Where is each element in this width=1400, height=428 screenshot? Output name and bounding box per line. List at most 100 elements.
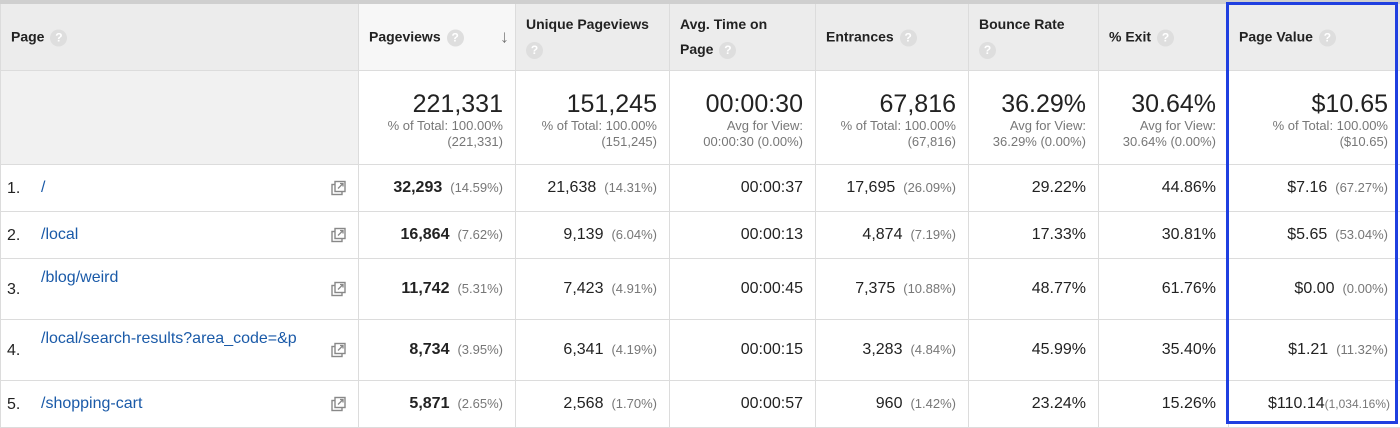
unique-pageviews-percent: (14.31%) <box>604 180 657 195</box>
exit-cell: 44.86% <box>1099 164 1229 211</box>
avg-time-cell: 00:00:37 <box>670 164 816 211</box>
unique-pageviews-value: 21,638 <box>547 179 596 196</box>
total-bounce-rate: 36.29% Avg for View: 36.29% (0.00%) <box>969 70 1099 164</box>
column-label-unique-pageviews: Unique Pageviews <box>526 16 649 32</box>
page-value-percent: (1,034.16%) <box>1325 397 1390 411</box>
pageviews-cell: 16,864(7.62%) <box>359 211 516 258</box>
entrances-percent: (1.42%) <box>910 396 956 411</box>
total-share-detail: 36.29% (0.00%) <box>969 134 1086 150</box>
pageviews-percent: (5.31%) <box>457 281 503 296</box>
page-value-value: $0.00 <box>1294 280 1334 297</box>
pageviews-value: 11,742 <box>401 280 449 297</box>
row-index: 1. <box>7 179 20 197</box>
help-icon[interactable]: ? <box>526 42 543 59</box>
avg-time-cell: 00:00:45 <box>670 258 816 319</box>
total-share-detail: (151,245) <box>516 134 657 150</box>
avg-time-cell: 00:00:13 <box>670 211 816 258</box>
open-in-new-window-icon[interactable] <box>331 227 346 242</box>
table-row: 4. /local/search-results?area_code=&p 8,… <box>1 319 1400 380</box>
page-value-cell: $110.14(1,034.16%) <box>1229 380 1400 427</box>
page-cell: 2. /local <box>1 211 359 258</box>
pageviews-percent: (14.59%) <box>450 180 503 195</box>
column-header-bounce-rate[interactable]: Bounce Rate? <box>969 2 1099 70</box>
entrances-cell: 3,283 (4.84%) <box>816 319 969 380</box>
row-index: 2. <box>7 226 20 244</box>
bounce-rate-cell: 48.77% <box>969 258 1099 319</box>
total-value: 36.29% <box>969 90 1086 118</box>
pageviews-cell: 11,742 (5.31%) <box>359 258 516 319</box>
page-link[interactable]: / <box>41 179 45 197</box>
page-link[interactable]: /shopping-cart <box>41 395 142 413</box>
entrances-percent: (4.84%) <box>910 342 956 357</box>
row-index: 4. <box>7 341 20 359</box>
column-header-page-value[interactable]: Page Value? <box>1229 2 1400 70</box>
page-link[interactable]: /local/search-results?area_code=&p <box>41 330 297 348</box>
total-value: 151,245 <box>516 90 657 118</box>
open-in-new-window-icon[interactable] <box>331 396 346 411</box>
help-icon[interactable]: ? <box>1319 29 1336 46</box>
entrances-cell: 4,874(7.19%) <box>816 211 969 258</box>
row-index: 3. <box>7 280 20 298</box>
pageviews-percent: (2.65%) <box>457 396 503 411</box>
entrances-cell: 17,695(26.09%) <box>816 164 969 211</box>
column-header-entrances[interactable]: Entrances? <box>816 2 969 70</box>
page-link[interactable]: /local <box>41 226 78 244</box>
page-value-cell: $0.00 (0.00%) <box>1229 258 1400 319</box>
help-icon[interactable]: ? <box>50 29 67 46</box>
total-share: % of Total: 100.00% <box>816 118 956 134</box>
table-row: 2. /local 16,864(7.62%) 9,139(6.04%) 00:… <box>1 211 1400 258</box>
total-value: 221,331 <box>359 90 503 118</box>
help-icon[interactable]: ? <box>447 29 464 46</box>
open-in-new-window-icon[interactable] <box>331 281 346 296</box>
column-label-avg-time-line2: Page <box>680 41 713 57</box>
total-share: % of Total: 100.00% <box>516 118 657 134</box>
entrances-percent: (10.88%) <box>903 281 956 296</box>
page-value-value: $7.16 <box>1287 179 1327 196</box>
help-icon[interactable]: ? <box>900 29 917 46</box>
unique-pageviews-percent: (1.70%) <box>611 396 657 411</box>
entrances-value: 17,695 <box>846 179 895 196</box>
column-header-exit[interactable]: % Exit? <box>1099 2 1229 70</box>
unique-pageviews-value: 7,423 <box>563 280 603 297</box>
table-row: 3. /blog/weird 11,742 (5.31%) 7,423 (4.91%… <box>1 258 1400 319</box>
column-header-page[interactable]: Page? <box>1 2 359 70</box>
column-header-unique-pageviews[interactable]: Unique Pageviews? <box>516 2 670 70</box>
bounce-rate-cell: 17.33% <box>969 211 1099 258</box>
unique-pageviews-percent: (4.91%) <box>611 281 657 296</box>
page-value-cell: $1.21(11.32%) <box>1229 319 1400 380</box>
help-icon[interactable]: ? <box>979 42 996 59</box>
total-share-detail: (221,331) <box>359 134 503 150</box>
entrances-value: 3,283 <box>862 341 902 358</box>
total-exit: 30.64% Avg for View: 30.64% (0.00%) <box>1099 70 1229 164</box>
page-value-value: $5.65 <box>1287 226 1327 243</box>
exit-cell: 15.26% <box>1099 380 1229 427</box>
page-link[interactable]: /blog/weird <box>41 269 118 287</box>
bounce-rate-cell: 29.22% <box>969 164 1099 211</box>
sort-descending-icon[interactable]: ↓ <box>500 26 509 47</box>
column-label-bounce-rate: Bounce Rate <box>979 16 1065 32</box>
total-share-detail: ($10.65) <box>1229 134 1388 150</box>
pageviews-percent: (7.62%) <box>457 227 503 242</box>
entrances-value: 4,874 <box>862 226 902 243</box>
page-value-value: $110.14 <box>1268 395 1325 412</box>
column-header-pageviews[interactable]: Pageviews? ↓ <box>359 2 516 70</box>
avg-time-cell: 00:00:15 <box>670 319 816 380</box>
column-label-pageviews: Pageviews <box>369 28 441 44</box>
total-entrances: 67,816 % of Total: 100.00% (67,816) <box>816 70 969 164</box>
total-avg-time: 00:00:30 Avg for View: 00:00:30 (0.00%) <box>670 70 816 164</box>
page-value-percent: (11.32%) <box>1336 342 1388 357</box>
total-share: Avg for View: <box>1099 118 1216 134</box>
pageviews-cell: 32,293(14.59%) <box>359 164 516 211</box>
help-icon[interactable]: ? <box>719 42 736 59</box>
unique-pageviews-percent: (6.04%) <box>611 227 657 242</box>
open-in-new-window-icon[interactable] <box>331 342 346 357</box>
total-share-detail: 30.64% (0.00%) <box>1099 134 1216 150</box>
help-icon[interactable]: ? <box>1157 29 1174 46</box>
unique-pageviews-percent: (4.19%) <box>611 342 657 357</box>
page-value-percent: (0.00%) <box>1342 281 1388 296</box>
open-in-new-window-icon[interactable] <box>331 180 346 195</box>
totals-row: 221,331 % of Total: 100.00% (221,331) 15… <box>1 70 1400 164</box>
